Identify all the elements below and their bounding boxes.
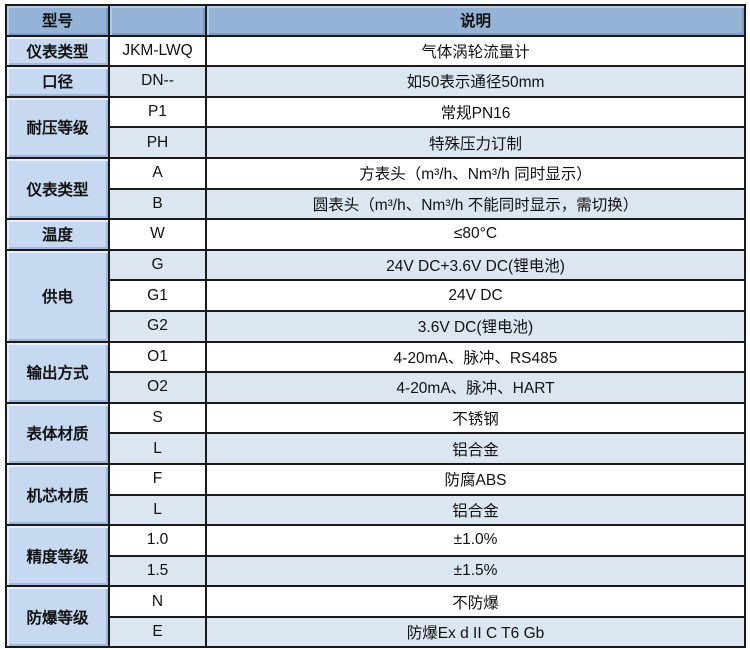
group-label: 防爆等级 [5, 585, 110, 649]
option-description: 铝合金 [205, 493, 746, 527]
table-row: 仪表类型 A 方表头（m³/h、Nm³/h 同时显示） [5, 156, 746, 221]
option-code: O2 [108, 371, 207, 404]
table-row: 防爆等级 N 不防爆 [5, 585, 746, 649]
group-label: 机芯材质 [5, 462, 110, 527]
option-code: F [108, 462, 207, 496]
option-description: 防腐ABS [205, 462, 746, 496]
group-label: 耐压等级 [5, 95, 110, 159]
group-label: 供电 [5, 248, 110, 343]
option-code: S [108, 401, 207, 435]
table-row: 输出方式 O1 4-20mA、脉冲、RS485 [5, 340, 746, 404]
model-spec-table: 型号 说明 仪表类型 JKM-LWQ 气体涡轮流量计 口径 DN-- 如50表示通径50m… [5, 4, 746, 649]
option-code: W [108, 218, 207, 251]
option-code: E [108, 615, 207, 649]
option-description: 3.6V DC(锂电池) [205, 309, 746, 343]
option-code: 1.0 [108, 524, 207, 557]
option-description: 圆表头（m³/h、Nm³/h 不能同时显示，需切换） [205, 187, 746, 221]
option-code: G2 [108, 309, 207, 343]
group-label: 仪表类型 [5, 156, 110, 221]
table-row: 口径 DN-- 如50表示通径50mm [5, 65, 746, 98]
option-code: P1 [108, 95, 207, 129]
option-description: 常规PN16 [205, 95, 746, 129]
table-row: 耐压等级 P1 常规PN16 [5, 95, 746, 159]
option-code: L [108, 432, 207, 465]
table-row: E 防爆Ex d II C T6 Gb [6, 615, 746, 649]
option-description: 气体涡轮流量计 [205, 34, 746, 68]
option-description: 特殊压力订制 [205, 126, 746, 159]
option-code: N [108, 585, 207, 618]
table-row: G1 24V DC [6, 279, 746, 312]
option-description: ≤80°C [205, 218, 746, 251]
header-model: 型号 [5, 4, 110, 37]
table-row: L 铝合金 [6, 432, 746, 465]
header-description: 说明 [205, 4, 746, 37]
table-row: G2 3.6V DC(锂电池) [6, 309, 746, 343]
option-code: A [108, 156, 207, 190]
option-description: ±1.0% [205, 524, 746, 557]
option-code: L [108, 493, 207, 527]
option-code: JKM-LWQ [108, 34, 207, 68]
table-row: 仪表类型 JKM-LWQ 气体涡轮流量计 [5, 34, 746, 68]
header-code [108, 4, 207, 37]
group-label: 精度等级 [5, 524, 110, 588]
table-row: 精度等级 1.0 ±1.0% [5, 524, 746, 588]
option-description: 24V DC [205, 279, 746, 312]
group-label: 口径 [5, 65, 110, 98]
option-description: ±1.5% [205, 554, 746, 588]
table-row: 表体材质 S 不锈钢 [5, 401, 746, 465]
option-description: 4-20mA、脉冲、RS485 [205, 340, 746, 374]
option-code: DN-- [108, 65, 207, 98]
option-description: 如50表示通径50mm [205, 65, 746, 98]
option-code: O1 [108, 340, 207, 374]
option-code: B [108, 187, 207, 221]
table-row: O2 4-20mA、脉冲、HART [6, 371, 746, 404]
table-row: PH 特殊压力订制 [6, 126, 746, 159]
table-row: 供电 G 24V DC+3.6V DC(锂电池) [5, 248, 746, 343]
option-code: G1 [108, 279, 207, 312]
group-label: 输出方式 [5, 340, 110, 404]
option-code: 1.5 [108, 554, 207, 588]
group-label: 表体材质 [5, 401, 110, 465]
option-description: 24V DC+3.6V DC(锂电池) [205, 248, 746, 282]
option-description: 方表头（m³/h、Nm³/h 同时显示） [205, 156, 746, 190]
table-header-row: 型号 说明 [5, 4, 746, 37]
table-row: 温度 W ≤80°C [5, 218, 746, 251]
group-label: 温度 [5, 218, 110, 251]
option-code: G [108, 248, 207, 282]
option-description: 防爆Ex d II C T6 Gb [205, 615, 746, 649]
option-description: 4-20mA、脉冲、HART [205, 371, 746, 404]
table-row: B 圆表头（m³/h、Nm³/h 不能同时显示，需切换） [6, 187, 746, 221]
table-row: L 铝合金 [6, 493, 746, 527]
option-description: 不锈钢 [205, 401, 746, 435]
option-description: 不防爆 [205, 585, 746, 618]
group-label: 仪表类型 [5, 34, 110, 68]
table-row: 1.5 ±1.5% [6, 554, 746, 588]
table-row: 机芯材质 F 防腐ABS [5, 462, 746, 527]
option-description: 铝合金 [205, 432, 746, 465]
option-code: PH [108, 126, 207, 159]
